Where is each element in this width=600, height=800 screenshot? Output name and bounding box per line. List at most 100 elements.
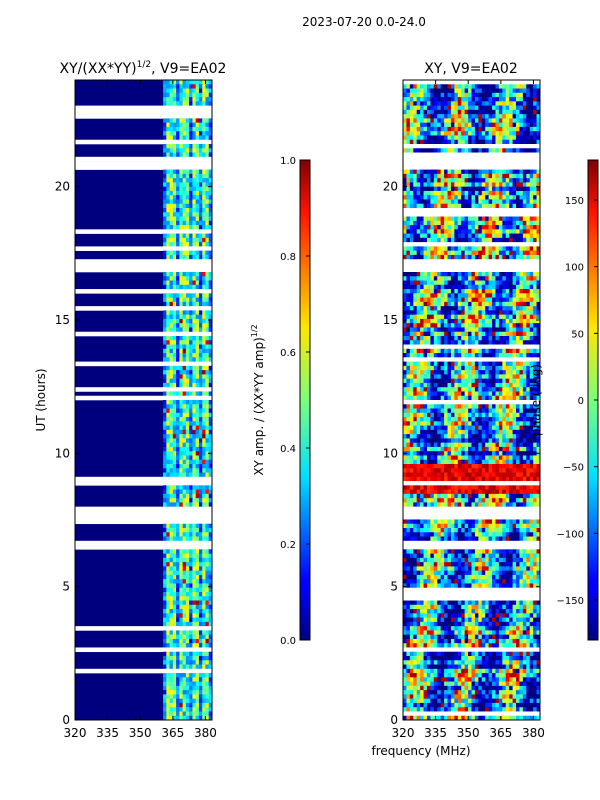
amplitude-cell [176,233,180,239]
amplitude-cell [205,438,210,443]
amplitude-cell [172,80,177,85]
amplitude-cell [166,135,170,141]
amplitude-cell [182,498,187,503]
phase-cell [426,417,431,422]
phase-cell [529,323,534,328]
phase-cell [495,246,500,251]
phase-cell [471,122,476,128]
phase-cell [444,92,448,98]
amplitude-cell [185,293,190,298]
amplitude-cell [166,711,170,717]
amplitude-cell [176,549,180,554]
phase-cell [471,429,476,435]
phase-cell [444,395,448,401]
phase-cell [519,139,524,145]
amplitude-cell [172,182,177,187]
amplitude-cell [202,148,206,153]
phase-cell [533,84,537,89]
phase-cell [519,135,524,141]
phase-cell [409,331,414,337]
phase-cell [488,404,493,409]
phase-cell [492,370,496,375]
amplitude-cell [208,711,212,717]
phase-cell [481,323,486,328]
phase-cell [481,126,486,132]
amplitude-cell [205,421,210,426]
amplitude-cell [205,336,210,341]
amplitude-cell [179,365,183,371]
phase-cell [505,306,510,311]
phase-cell [426,361,431,367]
amplitude-cell [205,656,210,661]
phase-cell [478,225,483,230]
phase-cell [478,92,483,98]
amplitude-cell [179,173,183,179]
amplitude-x-tick-label: 335 [96,726,119,740]
phase-cell [474,284,479,290]
phase-cell [423,425,428,431]
phase-cell [481,348,486,354]
amplitude-cell [202,604,206,610]
amplitude-cell [202,323,206,328]
phase-cell [440,310,445,315]
phase-cell [471,404,476,409]
amplitude-cell [198,643,203,648]
phase-cell [478,417,483,422]
amplitude-cell [179,592,183,597]
amplitude-cell [172,425,177,431]
phase-cell [440,318,445,324]
amplitude-cell [192,242,196,247]
phase-cell [403,186,407,192]
phase-cell [495,220,500,226]
phase-cell [409,169,414,175]
phase-cell [478,293,483,298]
amplitude-cell [172,493,177,499]
amplitude-cell [189,417,193,422]
amplitude-cell [182,600,187,606]
phase-cell [495,237,500,243]
amplitude-cell [163,220,167,226]
amplitude-cell [179,536,183,542]
phase-cell [416,122,421,128]
phase-cell [492,114,496,119]
phase-cell [416,131,421,136]
phase-cell [447,284,452,290]
phase-cell [409,301,414,307]
phase-cell [444,148,448,153]
phase-cell [416,378,421,384]
phase-cell [461,178,465,183]
phase-cell [464,340,469,345]
amplitude-colorbar: 0.00.20.40.60.81.0 XY amp. / (XX*YY amp)… [250,156,311,647]
amplitude-cell [192,489,196,495]
amplitude-cell [169,583,174,589]
phase-cell [423,323,428,328]
amplitude-cell [185,429,190,435]
phase-cell [471,105,476,111]
phase-cell [471,378,476,384]
phase-cell [502,182,507,187]
amplitude-cell [208,621,212,627]
amplitude-cell [172,250,177,256]
phase-cell [440,353,445,358]
phase-cell [423,314,428,320]
phase-cell [413,139,417,145]
phase-cell [526,391,531,397]
phase-cell [426,314,431,320]
phase-cell [502,92,507,98]
phase-cell [440,114,445,119]
phase-cell [512,365,517,371]
phase-cell [444,182,448,187]
phase-cell [512,109,517,115]
phase-cell [461,289,465,294]
amplitude-cell [189,280,193,286]
amplitude-cell [169,609,174,614]
phase-cell [516,254,520,260]
amplitude-cell [205,148,210,153]
amplitude-cell [169,233,174,239]
phase-cell [519,220,524,226]
amplitude-cell [202,404,206,409]
phase-cell [461,297,465,303]
phase-cell [440,122,445,128]
phase-cell [519,250,524,256]
phase-cell [495,216,500,222]
